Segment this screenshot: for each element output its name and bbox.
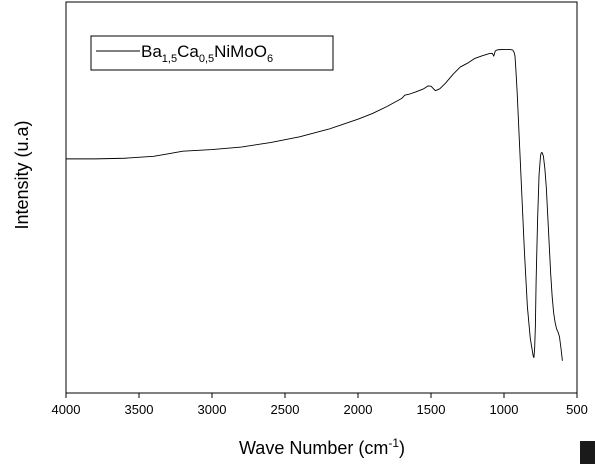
- series-line-ba-ca-nimoo6: [66, 48, 563, 361]
- x-axis-label-sup: -1: [388, 436, 399, 450]
- x-tick-label-1000: 1000: [490, 402, 519, 417]
- legend-text-part: Ba: [141, 42, 162, 61]
- x-tick-label-2000: 2000: [344, 402, 373, 417]
- x-axis-label-close: ): [399, 438, 405, 458]
- x-axis-ticks: [65, 393, 578, 398]
- x-tick-label-3000: 3000: [198, 402, 227, 417]
- legend-entry: Ba1,5Ca0,5NiMoO6: [141, 42, 273, 65]
- x-axis-tick-labels: 4000 3500 3000 2500 2000 1500 1000 500: [52, 402, 588, 417]
- legend-text-part: 6: [267, 53, 273, 65]
- legend-text-part: 1,5: [162, 53, 177, 65]
- legend: Ba1,5Ca0,5NiMoO6: [90, 35, 334, 71]
- x-tick-label-1500: 1500: [417, 402, 446, 417]
- corner-mark: [580, 441, 595, 464]
- legend-text-part: NiMoO: [214, 42, 267, 61]
- x-axis-label-base: Wave Number (cm: [239, 438, 388, 458]
- legend-text-part: Ca: [177, 42, 199, 61]
- x-axis-label: Wave Number (cm-1): [239, 436, 405, 458]
- legend-text-part: 0,5: [199, 53, 214, 65]
- legend-box: [90, 35, 334, 71]
- plot-area-frame: [65, 1, 578, 394]
- x-tick-label-3500: 3500: [125, 402, 154, 417]
- x-tick-label-4000: 4000: [52, 402, 81, 417]
- x-tick-label-500: 500: [566, 402, 588, 417]
- x-tick-label-2500: 2500: [271, 402, 300, 417]
- y-axis-label: Intensity (u.a): [12, 120, 32, 229]
